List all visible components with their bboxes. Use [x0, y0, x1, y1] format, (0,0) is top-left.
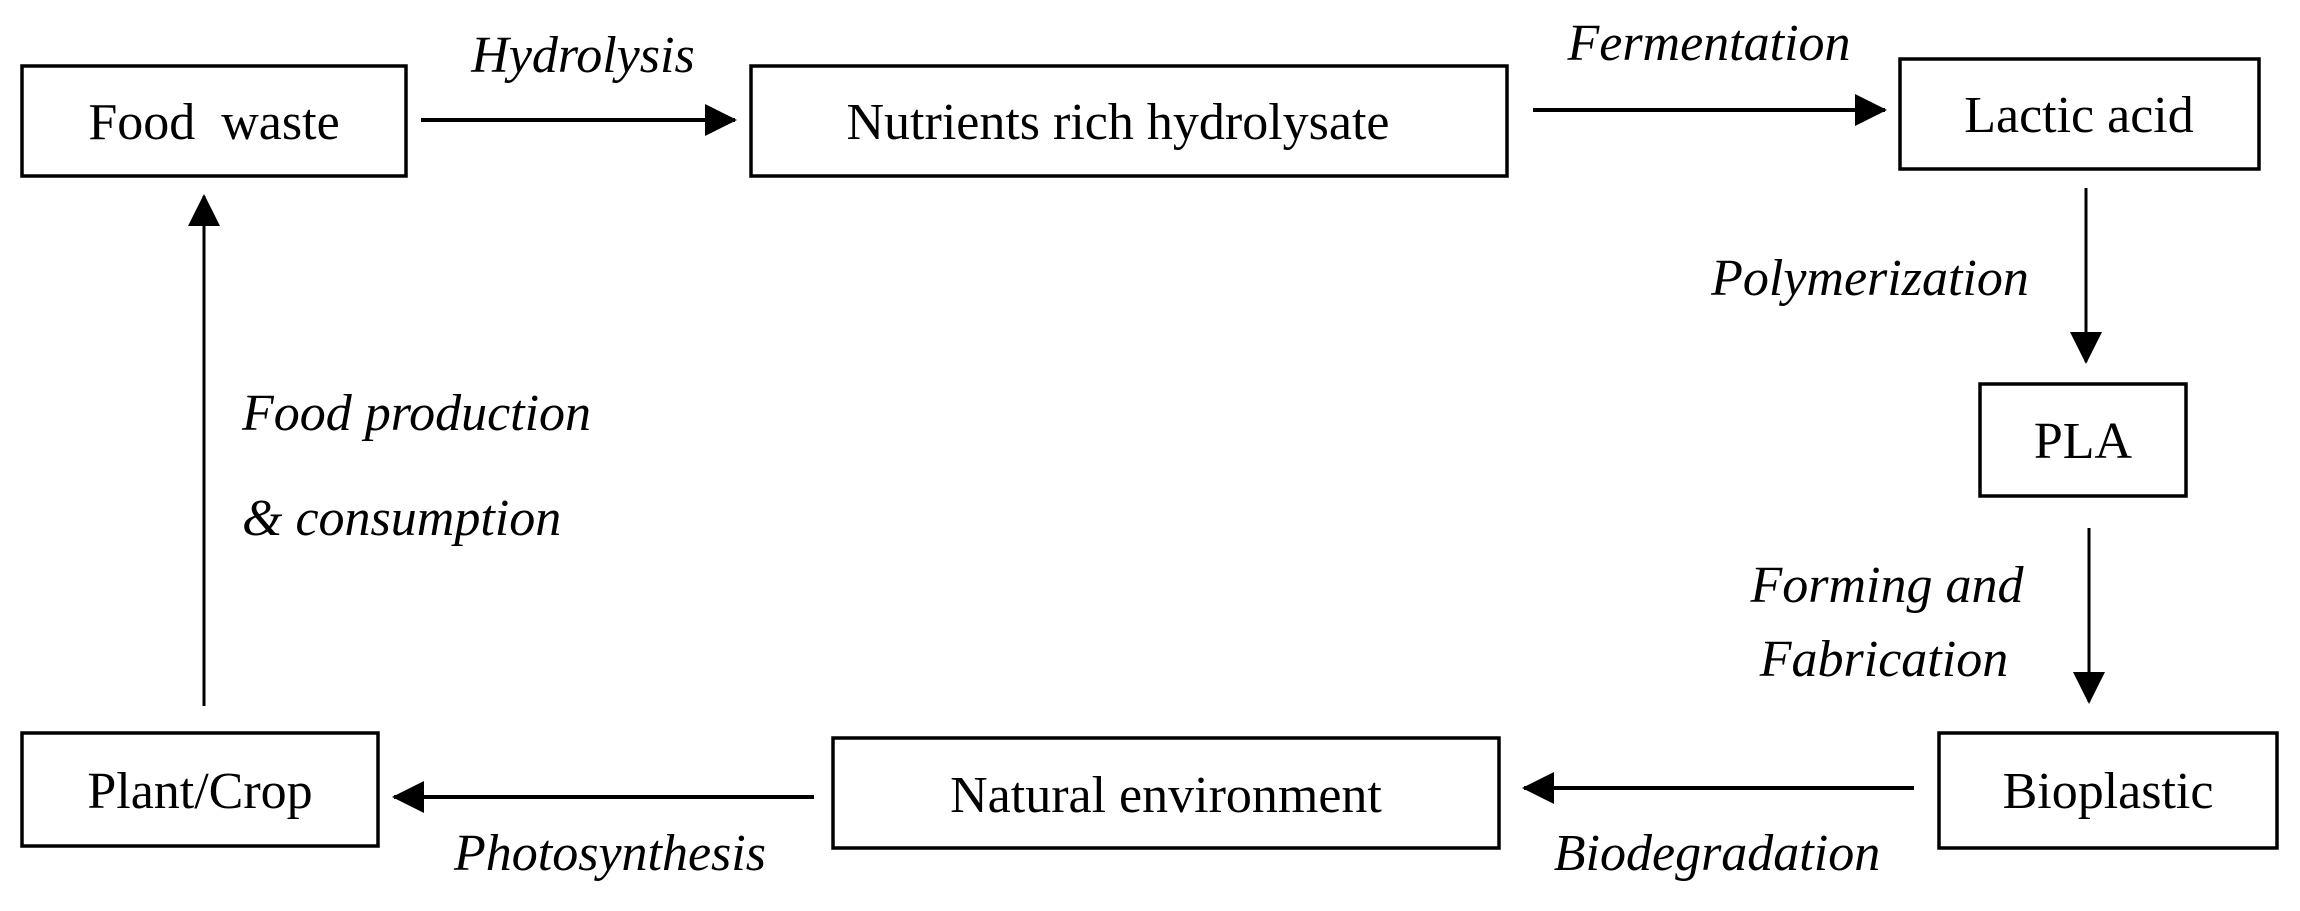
- label-food-production-line1: Food production: [241, 385, 591, 442]
- node-label: Nutrients rich hydrolysate: [847, 94, 1390, 151]
- node-label: Lactic acid: [1964, 87, 2194, 144]
- node-label: PLA: [2034, 413, 2133, 470]
- label-hydrolysis: Hydrolysis: [470, 27, 694, 84]
- label-forming-line1: Forming and: [1750, 557, 2025, 614]
- node-plant-crop: Plant/Crop: [20, 731, 380, 848]
- label-forming-line2: Fabrication: [1759, 631, 2008, 688]
- node-label: Plant/Crop: [87, 763, 312, 820]
- node-label: Natural environment: [950, 767, 1382, 824]
- node-food-waste: Food waste: [20, 64, 408, 178]
- node-hydrolysate: Nutrients rich hydrolysate: [749, 64, 1509, 178]
- label-biodegradation: Biodegradation: [1554, 825, 1880, 882]
- node-pla: PLA: [1978, 382, 2188, 498]
- label-polymerization: Polymerization: [1710, 250, 2029, 307]
- node-label: Bioplastic: [2003, 763, 2214, 820]
- label-food-production-line2: & consumption: [242, 490, 561, 547]
- node-lactic-acid: Lactic acid: [1898, 57, 2261, 171]
- node-bioplastic: Bioplastic: [1937, 731, 2279, 850]
- node-label: Food waste: [88, 94, 339, 151]
- node-natural-environment: Natural environment: [831, 736, 1501, 850]
- label-photosynthesis: Photosynthesis: [453, 825, 766, 882]
- label-fermentation: Fermentation: [1566, 15, 1850, 72]
